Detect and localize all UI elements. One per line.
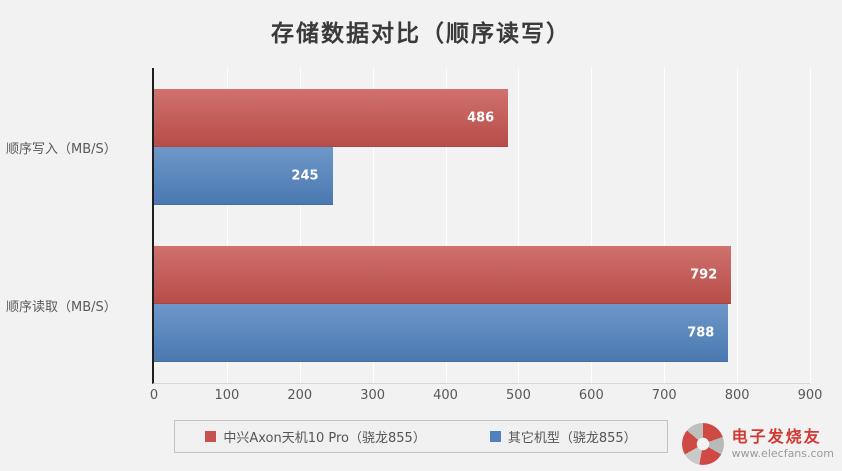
watermark-text: 电子发烧友 www.elecfans.com — [732, 427, 834, 461]
bar-groups: 486 245 792 788 — [154, 68, 810, 383]
watermark-brand: 电子发烧友 — [731, 427, 822, 447]
gridline — [518, 68, 520, 383]
chart-title: 存储数据对比（顺序读写） — [271, 21, 571, 47]
legend-label: 其它机型（骁龙855） — [507, 431, 637, 446]
gridline — [299, 68, 301, 383]
x-tick-label: 900 — [797, 388, 823, 403]
category-label: 顺序写入（MB/S） — [6, 141, 117, 157]
bar-group: 792 788 — [154, 246, 810, 363]
bar: 792 — [154, 246, 732, 305]
bar-group: 486 245 — [154, 88, 810, 205]
legend-marker-icon — [489, 431, 501, 442]
x-axis-ticks: 0 100 200 300 400 500 600 700 800 900 — [150, 388, 823, 408]
gridline — [664, 68, 666, 383]
legend: 中兴Axon天机10 Pro（骁龙855） 其它机型（骁龙855） — [174, 420, 668, 453]
x-tick-label: 800 — [724, 388, 750, 403]
x-tick-label: 600 — [578, 388, 604, 403]
gridline — [810, 68, 811, 383]
category-label: 顺序读取（MB/S） — [6, 299, 117, 315]
x-tick-label: 100 — [214, 388, 240, 403]
gridline — [737, 68, 739, 383]
bar: 788 — [154, 304, 729, 363]
plot-region: 顺序写入（MB/S） 顺序读取（MB/S） 486 245 792 788 — [0, 68, 811, 384]
x-tick-label: 400 — [433, 388, 458, 403]
x-tick-label: 700 — [651, 388, 677, 403]
watermark-url: www.elecfans.com — [731, 447, 834, 461]
x-axis-spacer — [0, 388, 154, 408]
bar-value-label: 788 — [687, 325, 715, 341]
legend-marker-icon — [205, 431, 217, 442]
bar: 245 — [154, 146, 333, 205]
plot-area: 486 245 792 788 — [152, 68, 811, 384]
y-axis-labels: 顺序写入（MB/S） 顺序读取（MB/S） — [0, 68, 152, 384]
bar-value-label: 245 — [291, 168, 319, 184]
gridline — [591, 68, 593, 383]
legend-label: 中兴Axon天机10 Pro（骁龙855） — [223, 431, 426, 446]
x-tick-label: 200 — [287, 388, 313, 403]
x-tick-label: 300 — [360, 388, 386, 403]
x-tick-label: 500 — [506, 388, 531, 403]
watermark: 电子发烧友 www.elecfans.com — [681, 423, 834, 465]
gridline — [372, 68, 374, 383]
bar: 486 — [154, 88, 509, 147]
bar-value-label: 792 — [690, 267, 718, 283]
bar-value-label: 486 — [467, 110, 495, 126]
legend-item: 其它机型（骁龙855） — [489, 427, 637, 446]
gridline — [226, 68, 228, 383]
x-tick-label: 0 — [149, 388, 159, 403]
x-axis: 0 100 200 300 400 500 600 700 800 900 — [0, 388, 823, 408]
legend-item: 中兴Axon天机10 Pro（骁龙855） — [205, 427, 426, 446]
gridline — [445, 68, 447, 383]
elecfans-logo-icon — [681, 423, 724, 465]
